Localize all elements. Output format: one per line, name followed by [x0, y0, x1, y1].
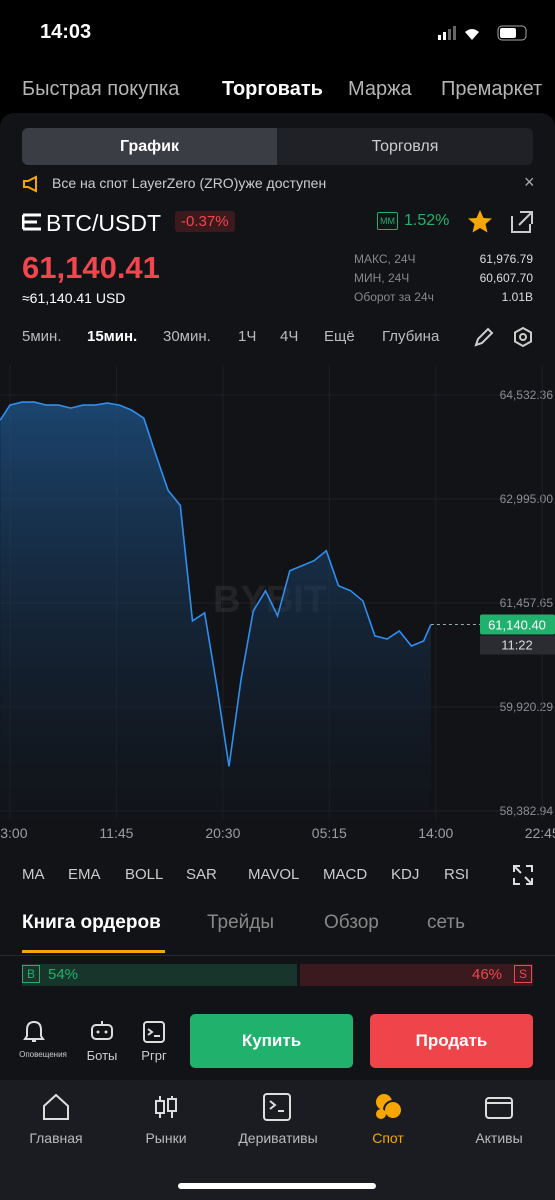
- nav-label[interactable]: Рынки: [145, 1130, 187, 1146]
- buy-button[interactable]: Купить: [190, 1014, 353, 1068]
- price-line: [0, 401, 432, 767]
- price-usd: ≈61,140.41 USD: [22, 290, 126, 306]
- mm-badge: MM: [377, 212, 398, 230]
- change: -0.37%: [175, 211, 235, 232]
- indicator[interactable]: BOLL: [125, 866, 164, 883]
- x-tick-label: 03:00: [0, 825, 28, 841]
- home-indicator: [178, 1183, 376, 1189]
- countdown-tag: [480, 635, 555, 655]
- x-tick-label: 22:45: [525, 825, 555, 841]
- y-tick-label: 59,920.29: [500, 700, 554, 714]
- close[interactable]: ×: [524, 172, 535, 192]
- stat-label: МИН, 24Ч: [354, 271, 410, 285]
- megaphone-icon: [23, 175, 37, 193]
- nav-label[interactable]: Деривативы: [238, 1130, 318, 1146]
- x-tick-label: 20:30: [205, 825, 240, 841]
- segment-label[interactable]: Торговля: [371, 138, 439, 155]
- y-tick-label: 62,995.00: [500, 492, 554, 506]
- nav-icons: [43, 1093, 513, 1121]
- fullscreen-icon[interactable]: [512, 864, 534, 886]
- tool-label[interactable]: Боты: [86, 1048, 118, 1063]
- indicator[interactable]: EMA: [68, 866, 101, 883]
- indicator[interactable]: KDJ: [391, 866, 420, 883]
- clock: 14:03: [40, 21, 92, 43]
- indicator[interactable]: MAVOL: [248, 866, 300, 883]
- pair[interactable]: BTC/USDT: [46, 210, 161, 236]
- order-tab[interactable]: Обзор: [324, 912, 379, 933]
- actions-icons[interactable]: [466, 208, 536, 236]
- interval[interactable]: Глубина: [382, 328, 440, 345]
- x-tick-label: 11:45: [99, 825, 133, 841]
- interval[interactable]: 15мин.: [87, 328, 138, 345]
- segment[interactable]: [277, 128, 533, 165]
- interval[interactable]: 1Ч: [238, 328, 257, 345]
- last-price-label: 61,140.40: [488, 617, 546, 632]
- sell-label: S: [514, 965, 533, 983]
- tool-icons[interactable]: [472, 325, 534, 349]
- x-tick-label: 14:00: [418, 825, 453, 841]
- stat-value: 1.01B: [501, 290, 533, 304]
- countdown: 11:22: [501, 637, 533, 652]
- interval[interactable]: 5мин.: [22, 328, 62, 345]
- y-tick-label: 61,457.65: [500, 596, 554, 610]
- stat-label: Оборот за 24ч: [354, 290, 434, 304]
- price: 61,140.41: [22, 250, 160, 285]
- last-price-tag: [480, 614, 555, 635]
- buy-label: B: [22, 965, 41, 983]
- buy-ratio: 54%: [48, 966, 79, 983]
- order-tab[interactable]: сеть: [427, 912, 466, 933]
- top-tab[interactable]: Торговать: [222, 78, 323, 100]
- interval[interactable]: 30мин.: [163, 328, 211, 345]
- y-tick-label: 64,532.36: [500, 388, 554, 402]
- indicator[interactable]: RSI: [444, 866, 470, 883]
- sell-ratio: 46%: [472, 966, 503, 983]
- order-tab[interactable]: Книга ордеров: [22, 912, 161, 933]
- buy-bar: [22, 964, 297, 986]
- sell-button[interactable]: Продать: [370, 1014, 533, 1068]
- tool-icons: [23, 1021, 165, 1043]
- sell-bar: [300, 964, 533, 986]
- divider: [0, 955, 555, 956]
- banner[interactable]: Все на спот LayerZero (ZRO)уже доступен: [52, 175, 327, 191]
- status-icons: [438, 25, 527, 41]
- nav-label[interactable]: Главная: [29, 1130, 83, 1146]
- indicator[interactable]: SAR: [186, 866, 217, 883]
- menu-icon[interactable]: [22, 212, 44, 234]
- bottom-nav: [0, 1080, 555, 1200]
- segment-active[interactable]: [22, 128, 277, 165]
- stat-value: 61,976.79: [479, 252, 533, 266]
- stat-label: МАКС, 24Ч: [354, 252, 416, 266]
- indicator[interactable]: MA: [22, 866, 45, 883]
- nav-label[interactable]: Спот: [372, 1130, 404, 1146]
- stat-value: 60,607.70: [479, 271, 533, 285]
- x-tick-label: 05:15: [312, 825, 347, 841]
- indicator[interactable]: MACD: [323, 866, 368, 883]
- interval[interactable]: 4Ч: [280, 328, 299, 345]
- tool-label[interactable]: Оповещения: [19, 1050, 67, 1059]
- area: [0, 402, 431, 820]
- y-tick-label: 58,382.94: [500, 804, 554, 818]
- tool-label[interactable]: Ргрг: [141, 1048, 167, 1063]
- segment-label[interactable]: График: [120, 138, 179, 155]
- top-tab[interactable]: Маржа: [348, 78, 412, 100]
- tab-underline: [22, 950, 165, 953]
- mm-value: 1.52%: [404, 212, 450, 229]
- interval[interactable]: Ещё: [324, 328, 355, 345]
- top-tab[interactable]: Премаркет: [441, 78, 543, 100]
- top-tab[interactable]: Быстрая покупка: [22, 78, 180, 100]
- nav-label[interactable]: Активы: [475, 1130, 523, 1146]
- chart: 58,382.94 59,920.29 61,457.65 62,995.00 64,5…: [0, 365, 555, 841]
- order-tab[interactable]: Трейды: [207, 912, 275, 933]
